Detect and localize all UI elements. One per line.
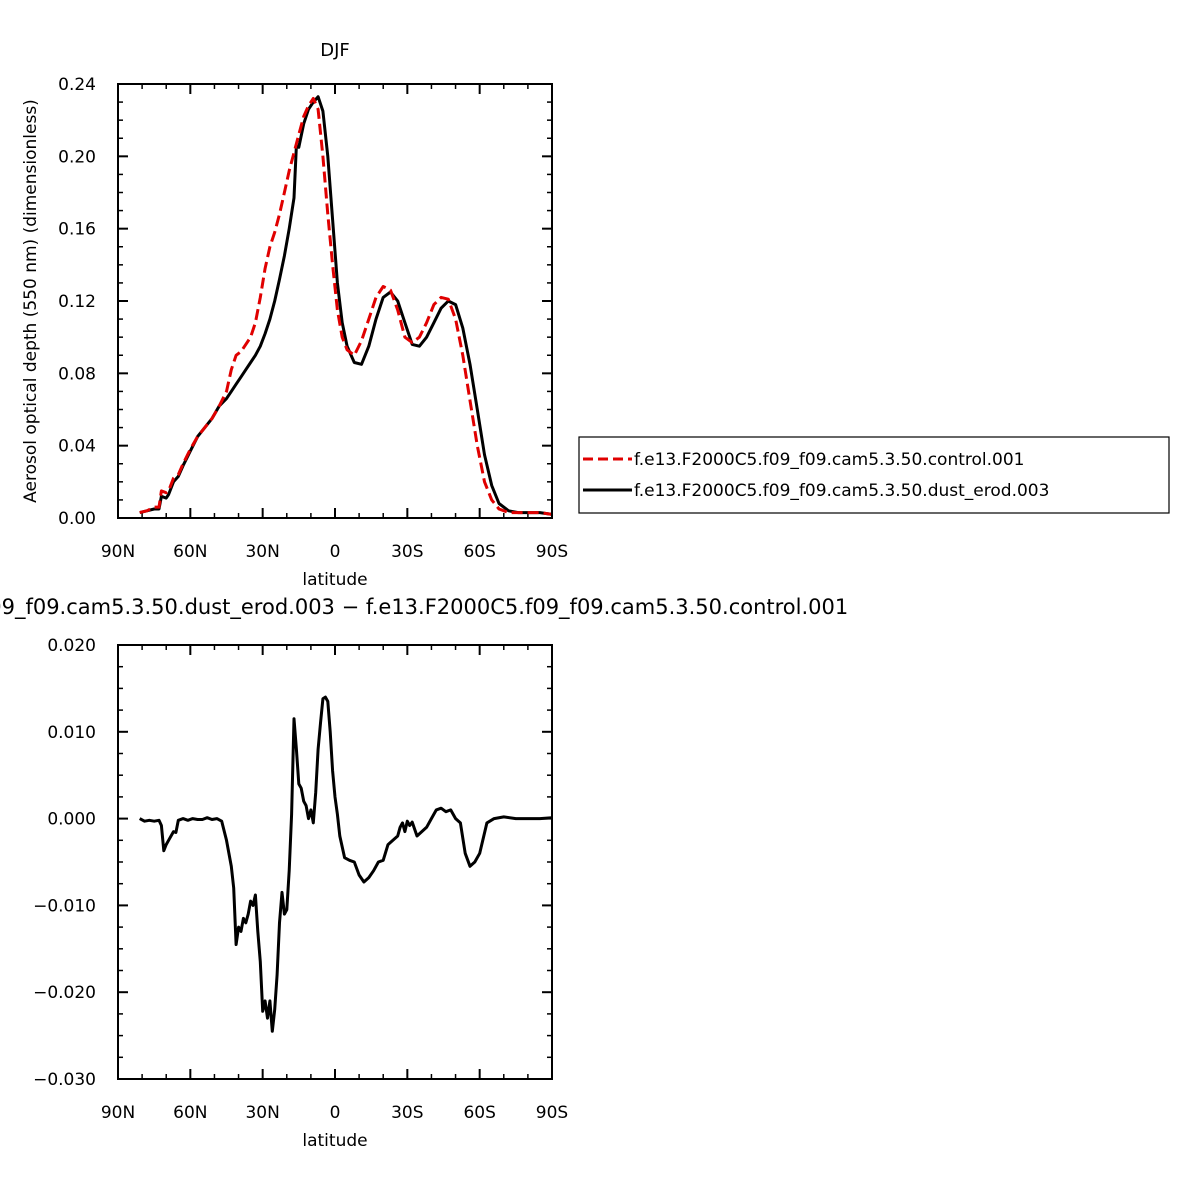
top-y-tick-label: 0.08: [58, 364, 96, 384]
bottom-y-tick-label: 0.020: [47, 636, 96, 656]
top-y-tick-label: 0.16: [58, 220, 96, 240]
bottom-series-line-1: [138, 695, 553, 1033]
bottom-x-tick-label: 90S: [536, 1103, 568, 1123]
top-x-tick-label: 60N: [173, 542, 207, 562]
top-x-tick-label: 30S: [391, 542, 423, 562]
bottom-chart-x-axis-label: latitude: [302, 1131, 367, 1151]
top-chart-y-axis-label: Aerosol optical depth (550 nm) (dimensio…: [21, 99, 41, 503]
bottom-chart-plot-frame: [117, 644, 553, 1080]
bottom-x-tick-label: 30S: [391, 1103, 423, 1123]
top-x-tick-label: 30N: [245, 542, 279, 562]
bottom-y-tick-label: −0.010: [33, 896, 96, 916]
bottom-y-tick-label: −0.030: [33, 1070, 96, 1090]
top-y-tick-label: 0.00: [58, 509, 96, 529]
bottom-x-tick-label: 90N: [101, 1103, 135, 1123]
top-chart-x-axis-label: latitude: [302, 570, 367, 590]
bottom-chart-series: [138, 695, 553, 1033]
top-chart-series: [139, 95, 553, 516]
top-series-line-2: [139, 95, 553, 516]
bottom-chart-axes: 90N 60N 30N 0 30S 60S 90S −0.030 −0.020 −0.010 0.0…: [33, 636, 568, 1123]
legend: f.e13.F2000C5.f09_f09.cam5.3.50.control.…: [578, 436, 1170, 514]
bottom-x-tick-label: 0: [330, 1103, 341, 1123]
bottom-x-tick-label: 30N: [245, 1103, 279, 1123]
bottom-x-tick-label: 60N: [173, 1103, 207, 1123]
bottom-y-tick-label: 0.000: [47, 810, 96, 830]
legend-box: [578, 436, 1170, 514]
top-chart-axes: 90N 60N 30N 0 30S 60S 90S 0.00 0.04 0.08 0.12 0.16 0…: [58, 75, 568, 562]
bottom-y-tick-label: 0.010: [47, 723, 96, 743]
top-y-tick-label: 0.12: [58, 292, 96, 312]
bottom-y-tick-label: −0.020: [33, 983, 96, 1003]
legend-label-dust-erod: f.e13.F2000C5.f09_f09.cam5.3.50.dust_ero…: [634, 481, 1049, 501]
top-series-line-1: [139, 97, 553, 516]
top-y-tick-label: 0.20: [58, 147, 96, 167]
top-x-tick-label: 90S: [536, 542, 568, 562]
top-chart-plot-frame: [117, 83, 553, 519]
top-y-tick-label: 0.04: [58, 437, 96, 457]
bottom-x-tick-label: 60S: [463, 1103, 495, 1123]
bottom-chart-title: f.e13.F2000C5.f09_f09.cam5.3.50.dust_ero…: [0, 595, 848, 620]
top-y-tick-label: 0.24: [58, 75, 96, 95]
top-x-tick-label: 90N: [101, 542, 135, 562]
top-x-tick-label: 0: [330, 542, 341, 562]
top-x-tick-label: 60S: [463, 542, 495, 562]
legend-label-control: f.e13.F2000C5.f09_f09.cam5.3.50.control.…: [634, 450, 1025, 470]
top-chart-title: DJF: [320, 40, 350, 61]
